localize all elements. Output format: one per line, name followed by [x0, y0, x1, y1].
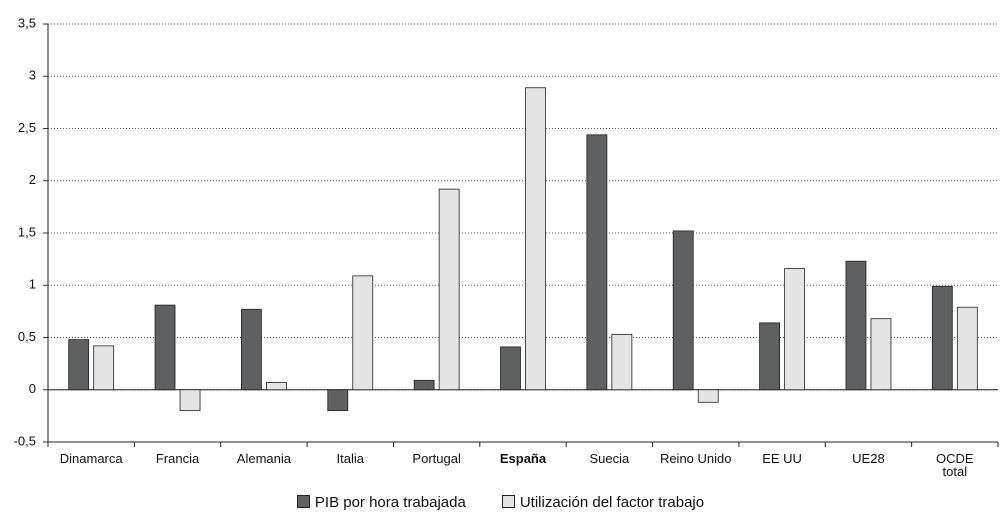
x-tick-label: OCDE total: [936, 451, 974, 479]
x-tick-label: Portugal: [412, 451, 461, 466]
bar: [413, 379, 435, 391]
bar: [500, 346, 521, 391]
y-tick-label: 2,5: [18, 120, 36, 135]
y-tick-label: 1: [29, 277, 36, 292]
bar: [154, 304, 176, 391]
bar: [179, 389, 201, 412]
bar: [352, 275, 374, 391]
x-tick-label: Dinamarca: [59, 451, 123, 466]
x-tick-label: España: [499, 451, 547, 466]
y-tick-label: 3,5: [18, 15, 36, 30]
y-tick-label: 0,5: [18, 329, 36, 344]
x-tick-label: Reino Unido: [659, 451, 732, 466]
bar: [784, 268, 805, 391]
legend-item: PIB por hora trabajada: [296, 494, 466, 511]
legend-item: Utilización del factor trabajo: [501, 494, 705, 511]
bar: [672, 230, 694, 391]
legend-label: PIB por hora trabajada: [314, 494, 466, 511]
bar: [241, 308, 262, 391]
bar: [68, 339, 90, 391]
bar: [525, 87, 546, 391]
y-tick-label: -0,5: [14, 433, 36, 448]
y-tick-label: 0: [29, 381, 36, 396]
bar: [438, 188, 460, 391]
bar: [327, 389, 349, 412]
x-tick-label: UE28: [852, 451, 885, 466]
legend-swatch: [296, 495, 310, 508]
legend-label: Utilización del factor trabajo: [519, 494, 705, 511]
y-tick-label: 1,5: [18, 224, 36, 239]
bar: [845, 260, 867, 391]
bar: [759, 322, 780, 391]
legend-swatch: [501, 495, 515, 508]
legend: PIB por hora trabajada Utilización del fa…: [0, 494, 1001, 511]
x-tick-label: Suecia: [589, 451, 630, 466]
bar: [611, 333, 633, 391]
x-tick-label: Alemania: [236, 451, 291, 466]
bar: [931, 285, 953, 391]
bar: [586, 134, 608, 391]
x-tick-label: Italia: [336, 451, 364, 466]
bar: [870, 318, 892, 391]
x-tick-label: EE UU: [762, 451, 802, 466]
bar: [266, 382, 287, 391]
bar: [956, 306, 978, 391]
y-tick-label: 3: [29, 68, 36, 83]
bar: [93, 345, 115, 391]
y-tick-label: 2: [29, 172, 36, 187]
x-tick-label: Francia: [155, 451, 200, 466]
bar: [697, 389, 719, 403]
